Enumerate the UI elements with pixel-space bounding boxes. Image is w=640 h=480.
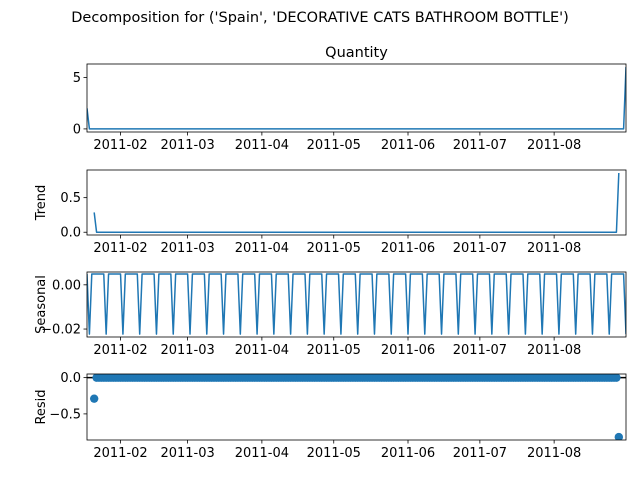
resid-xtick-label: 2011-04 [235,446,289,461]
resid-point [614,432,624,440]
trend-ytick-label: 0.5 [60,191,81,206]
observed-xtick-label: 2011-02 [93,138,147,153]
trend-xtick-label: 2011-07 [453,241,507,256]
resid-ytick-label: −0.5 [49,407,81,422]
observed-panel: 0 5 2011-02 2011-03 2011-04 2011-05 2011-06 201… [73,45,627,153]
resid-plot-area [87,374,626,440]
trend-ylabel: Trend [34,185,49,222]
trend-plot-area [93,172,620,233]
observed-xtick-label: 2011-03 [160,138,214,153]
trend-series-line [93,172,620,233]
trend-ytick-label: 0.0 [60,226,81,241]
seasonal-ylabel: Seasonal [34,275,49,334]
seasonal-xtick-label: 2011-02 [93,343,147,358]
observed-xtick-label: 2011-08 [527,138,581,153]
observed-ytick-label: 5 [73,71,81,86]
trend-xtick-label: 2011-05 [307,241,361,256]
observed-xtick-label: 2011-04 [235,138,289,153]
resid-axes-frame [86,373,627,441]
resid-xtick-label: 2011-05 [307,446,361,461]
observed-title: Quantity [325,45,388,61]
seasonal-xtick-label: 2011-05 [307,343,361,358]
resid-xtick-label: 2011-06 [381,446,435,461]
seasonal-xtick-label: 2011-08 [527,343,581,358]
seasonal-axes-frame [86,271,627,338]
trend-xtick-label: 2011-04 [235,241,289,256]
resid-xtick-label: 2011-07 [453,446,507,461]
observed-xtick-label: 2011-06 [381,138,435,153]
seasonal-plot-area [87,273,626,335]
observed-axes-frame [86,63,627,133]
observed-plot-area [87,67,626,130]
resid-point [89,394,99,403]
resid-xtick-label: 2011-08 [527,446,581,461]
trend-axes-frame [86,169,627,236]
observed-ytick-label: 0 [73,122,81,137]
observed-xtick-label: 2011-07 [453,138,507,153]
resid-xtick-label: 2011-03 [160,446,214,461]
trend-xtick-label: 2011-06 [381,241,435,256]
seasonal-xtick-label: 2011-04 [235,343,289,358]
trend-panel: 0.0 0.5 2011-02 2011-03 2011-04 2011-05 2011-0… [34,169,627,256]
resid-panel: 0.0 −0.5 2011-02 2011-03 2011-04 2011-05 2011-… [34,371,627,461]
observed-series-line [87,67,626,130]
figure-title: Decomposition for ('Spain', 'DECORATIVE … [71,10,569,26]
trend-xtick-label: 2011-02 [93,241,147,256]
seasonal-panel: 0.00 −0.02 2011-02 2011-03 2011-04 2011-05 201… [34,271,627,358]
observed-xtick-label: 2011-05 [307,138,361,153]
seasonal-ytick-label: −0.02 [41,323,81,338]
seasonal-xtick-label: 2011-06 [381,343,435,358]
resid-ylabel: Resid [34,389,49,424]
resid-ytick-label: 0.0 [60,371,81,386]
resid-xtick-label: 2011-02 [93,446,147,461]
seasonal-ytick-label: 0.00 [52,278,81,293]
trend-xtick-label: 2011-03 [160,241,214,256]
trend-xtick-label: 2011-08 [527,241,581,256]
seasonal-xtick-label: 2011-07 [453,343,507,358]
seasonal-series-line [87,273,626,335]
seasonal-xtick-label: 2011-03 [160,343,214,358]
resid-point [612,374,621,382]
